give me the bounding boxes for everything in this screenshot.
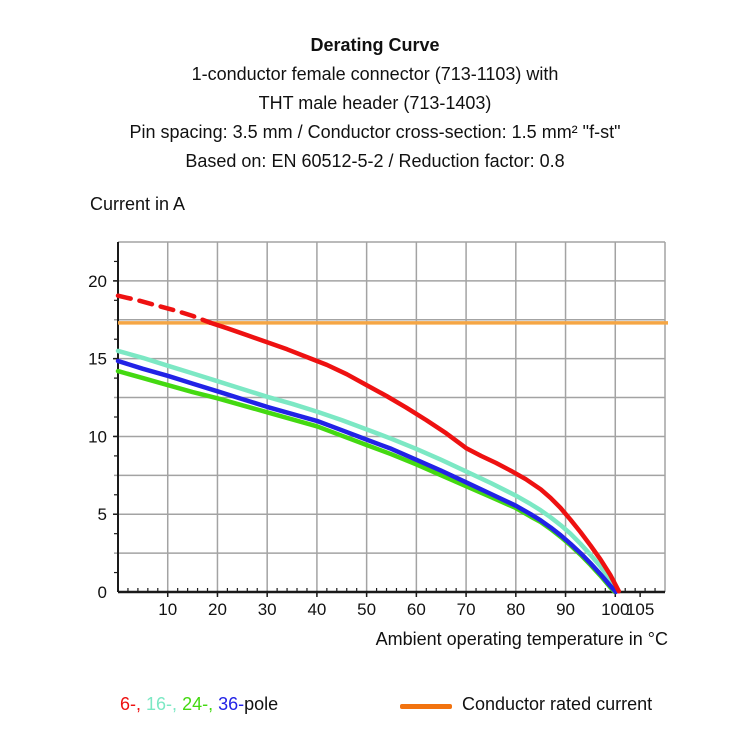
x-tick-label: 60 (407, 600, 426, 619)
y-tick-label: 0 (98, 583, 107, 602)
x-tick-label: 40 (307, 600, 326, 619)
rated-current-line-swatch (400, 704, 452, 709)
y-axis-label: Current in A (90, 194, 186, 214)
x-tick-label: 90 (556, 600, 575, 619)
y-tick-label: 5 (98, 505, 107, 524)
x-tick-label: 10 (158, 600, 177, 619)
legend-pole-suffix: pole (244, 694, 279, 714)
curve-6-pole-dashed (115, 293, 213, 325)
chart-title: Derating Curve (310, 35, 440, 55)
chart-header: Derating Curve 1-conductor female connec… (0, 31, 750, 176)
x-axis-label: Ambient operating temperature in °C (375, 629, 668, 649)
curve-36-pole (115, 358, 619, 595)
x-tick-label: 100 (601, 600, 629, 619)
rated-current-legend-label: Conductor rated current (462, 694, 653, 714)
legend-item-6-pole: 6-, (120, 694, 142, 714)
legend-item-36-pole: 36- (218, 694, 245, 714)
chart-subtitle-line: Based on: EN 60512-5-2 / Reduction facto… (185, 151, 565, 171)
x-tick-label: 20 (208, 600, 227, 619)
chart-subtitle-line: Pin spacing: 3.5 mm / Conductor cross-se… (129, 122, 621, 142)
chart-subtitle-line: THT male header (713-1403) (258, 93, 492, 113)
legend-item-16-pole: 16-, (146, 694, 178, 714)
curve-16-pole (115, 348, 620, 594)
y-tick-label: 10 (88, 427, 107, 446)
x-tick-label: 105 (626, 600, 654, 619)
curve-6-pole (207, 320, 622, 594)
legend-item-24-pole: 24-, (182, 694, 214, 714)
legend-pole-counts: 6-, 16-, 24-, 36-pole (120, 694, 278, 715)
y-tick-label: 20 (88, 272, 107, 291)
x-tick-label: 80 (506, 600, 525, 619)
y-tick-label: 15 (88, 350, 107, 369)
chart-subtitle-line: 1-conductor female connector (713-1103) … (191, 64, 559, 84)
x-tick-label: 70 (457, 600, 476, 619)
x-tick-label: 50 (357, 600, 376, 619)
x-tick-label: 30 (258, 600, 277, 619)
